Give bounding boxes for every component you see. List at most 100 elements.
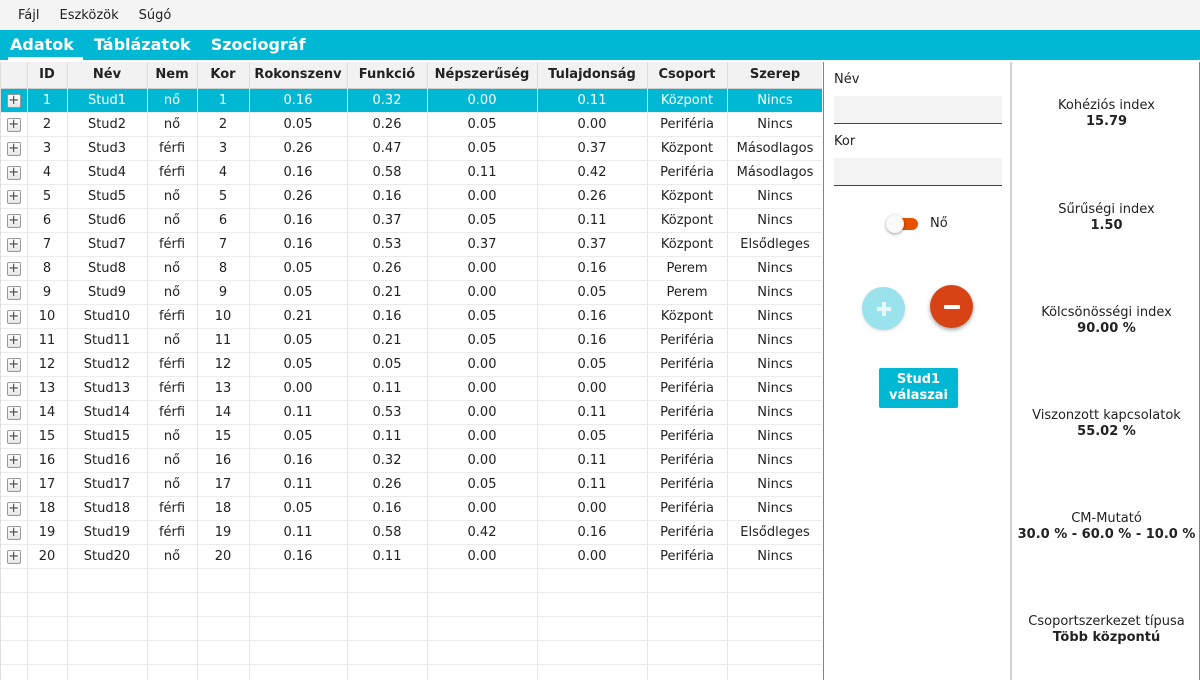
column-header-name[interactable]: Név [67,62,148,89]
cell-property[interactable]: 0.16 [537,256,648,281]
cell-sympathy[interactable]: 0.05 [249,112,348,137]
cell-property[interactable]: 0.11 [537,448,648,473]
cell-property[interactable]: 0.00 [537,376,648,401]
menu-file[interactable]: Fájl [18,7,40,23]
cell-id[interactable]: 8 [27,256,68,281]
cell-role[interactable]: Nincs [727,472,822,497]
cell-role[interactable]: Elsődleges [727,232,822,257]
cell-sympathy[interactable]: 0.05 [249,424,348,449]
cell-age[interactable]: 1 [197,88,250,113]
cell-name[interactable]: Stud13 [67,376,148,401]
cell-name[interactable]: Stud6 [67,208,148,233]
cell-age[interactable]: 4 [197,160,250,185]
cell-role[interactable]: Nincs [727,328,822,353]
cell-popularity[interactable]: 0.00 [427,544,538,569]
cell-name[interactable]: Stud20 [67,544,148,569]
table-row[interactable]: +8 Stud8 nő 8 0.05 0.26 0.00 0.16 Perem Nincs [1,256,822,281]
cell-function[interactable]: 0.21 [347,280,428,305]
row-expander-cell[interactable]: + [1,400,28,425]
cell-function[interactable]: 0.11 [347,376,428,401]
cell-group[interactable]: Periféria [647,112,728,137]
cell-group[interactable]: Periféria [647,376,728,401]
expand-plus-icon[interactable]: + [6,476,21,492]
cell-id[interactable]: 18 [27,496,68,521]
expand-plus-icon[interactable]: + [6,404,21,420]
cell-role[interactable]: Elsődleges [727,520,822,545]
cell-gender[interactable]: férfi [147,136,198,161]
cell-role[interactable]: Nincs [727,376,822,401]
cell-popularity[interactable]: 0.00 [427,256,538,281]
cell-group[interactable]: Periféria [647,520,728,545]
table-row[interactable]: +3 Stud3 férfi 3 0.26 0.47 0.05 0.37 Központ Máso… [1,136,822,161]
cell-id[interactable]: 20 [27,544,68,569]
cell-group[interactable]: Központ [647,208,728,233]
cell-popularity[interactable]: 0.05 [427,112,538,137]
cell-name[interactable]: Stud10 [67,304,148,329]
cell-age[interactable]: 11 [197,328,250,353]
tab-sociograph[interactable]: Szociográf [210,35,306,54]
cell-role[interactable]: Nincs [727,400,822,425]
cell-id[interactable]: 12 [27,352,68,377]
cell-gender[interactable]: nő [147,448,198,473]
table-row[interactable]: +6 Stud6 nő 6 0.16 0.37 0.05 0.11 Központ Nincs [1,208,822,233]
table-row[interactable]: +4 Stud4 férfi 4 0.16 0.58 0.11 0.42 Periféria Má… [1,160,822,185]
row-expander-cell[interactable]: + [1,544,28,569]
age-input[interactable] [834,158,1002,186]
expand-plus-icon[interactable]: + [6,548,21,564]
expand-plus-icon[interactable]: + [6,212,21,228]
cell-group[interactable]: Központ [647,136,728,161]
cell-gender[interactable]: nő [147,112,198,137]
tab-data[interactable]: Adatok [8,30,83,60]
expand-plus-icon[interactable]: + [6,164,21,180]
row-expander-cell[interactable]: + [1,448,28,473]
expand-plus-icon[interactable]: + [6,284,21,300]
row-expander-cell[interactable]: + [1,328,28,353]
student-answers-button[interactable]: Stud1 válaszai [879,368,958,408]
cell-role[interactable]: Nincs [727,352,822,377]
column-header-id[interactable]: ID [27,62,68,89]
cell-sympathy[interactable]: 0.21 [249,304,348,329]
cell-sympathy[interactable]: 0.26 [249,136,348,161]
cell-sympathy[interactable]: 0.16 [249,448,348,473]
cell-id[interactable]: 15 [27,424,68,449]
cell-gender[interactable]: nő [147,256,198,281]
cell-gender[interactable]: nő [147,184,198,209]
cell-property[interactable]: 0.11 [537,472,648,497]
toggle-thumb[interactable] [886,214,904,233]
cell-function[interactable]: 0.47 [347,136,428,161]
cell-age[interactable]: 2 [197,112,250,137]
cell-name[interactable]: Stud8 [67,256,148,281]
cell-function[interactable]: 0.11 [347,544,428,569]
cell-property[interactable]: 0.11 [537,208,648,233]
menu-tools[interactable]: Eszközök [59,7,119,23]
cell-gender[interactable]: férfi [147,400,198,425]
cell-popularity[interactable]: 0.00 [427,352,538,377]
cell-property[interactable]: 0.05 [537,352,648,377]
cell-group[interactable]: Periféria [647,352,728,377]
table-row[interactable]: +16 Stud16 nő 16 0.16 0.32 0.00 0.11 Periféria Ni… [1,448,822,473]
cell-sympathy[interactable]: 0.00 [249,376,348,401]
expand-plus-icon[interactable]: + [6,308,21,324]
cell-id[interactable]: 19 [27,520,68,545]
cell-function[interactable]: 0.11 [347,424,428,449]
row-expander-cell[interactable]: + [1,424,28,449]
cell-name[interactable]: Stud18 [67,496,148,521]
cell-name[interactable]: Stud2 [67,112,148,137]
cell-age[interactable]: 19 [197,520,250,545]
cell-age[interactable]: 5 [197,184,250,209]
table-row[interactable]: +9 Stud9 nő 9 0.05 0.21 0.00 0.05 Perem Nincs [1,280,822,305]
cell-gender[interactable]: férfi [147,232,198,257]
cell-name[interactable]: Stud7 [67,232,148,257]
cell-age[interactable]: 16 [197,448,250,473]
cell-name[interactable]: Stud12 [67,352,148,377]
cell-group[interactable]: Periféria [647,424,728,449]
table-row[interactable]: +1 Stud1 nő 1 0.16 0.32 0.00 0.11 Központ Nincs [1,88,822,113]
cell-age[interactable]: 7 [197,232,250,257]
expand-plus-icon[interactable]: + [6,524,21,540]
cell-id[interactable]: 4 [27,160,68,185]
cell-popularity[interactable]: 0.42 [427,520,538,545]
cell-group[interactable]: Periféria [647,544,728,569]
cell-role[interactable]: Nincs [727,112,822,137]
table-row[interactable]: +10 Stud10 férfi 10 0.21 0.16 0.05 0.16 Központ N… [1,304,822,329]
cell-name[interactable]: Stud9 [67,280,148,305]
